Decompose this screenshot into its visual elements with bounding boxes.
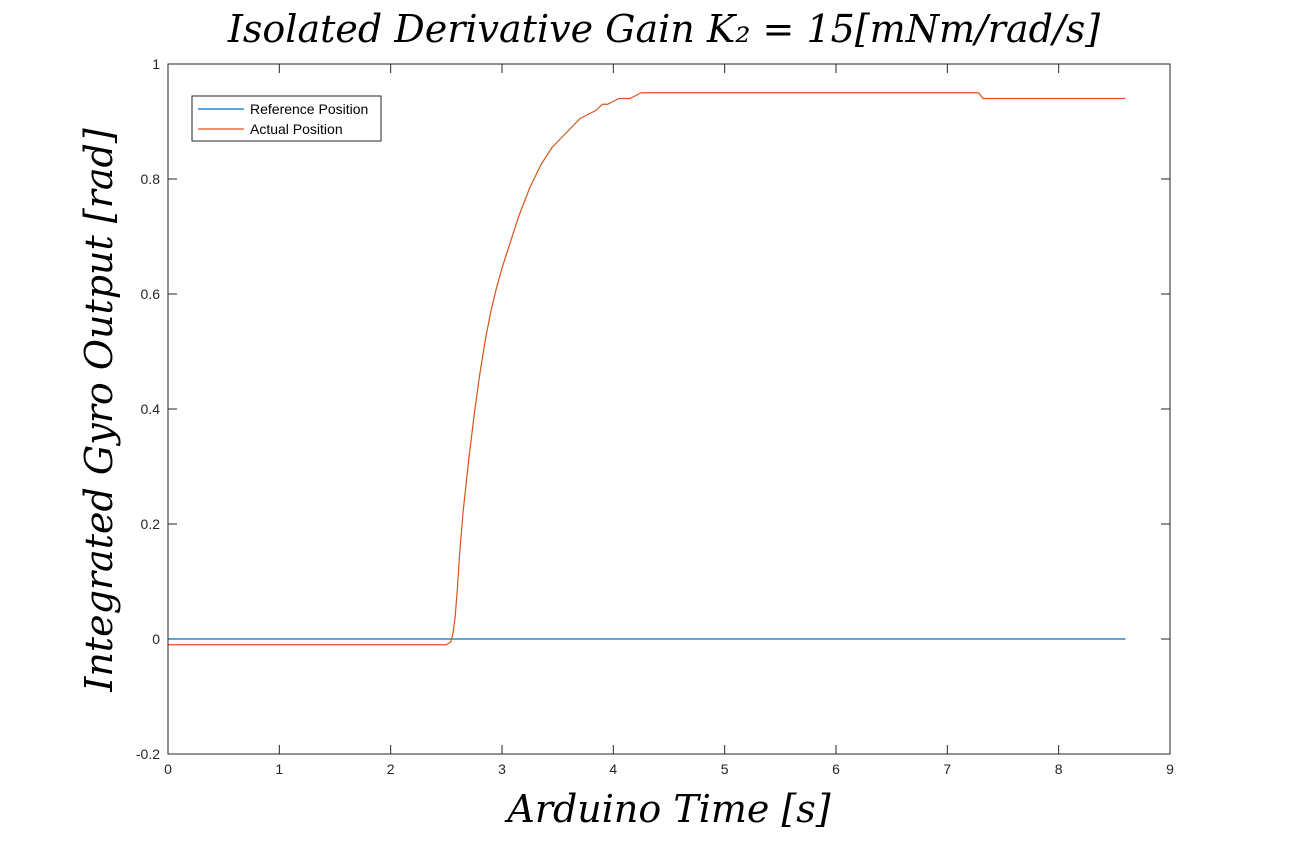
x-tick-label: 5: [721, 761, 729, 777]
legend-label: Actual Position: [250, 121, 343, 137]
chart-title: Isolated Derivative Gain K₂ = 15[mNm/rad…: [227, 7, 1100, 51]
y-tick-label: -0.2: [136, 746, 160, 762]
y-tick-label: 0.2: [141, 516, 161, 532]
y-tick-label: 0.6: [141, 286, 161, 302]
y-tick-label: 0: [152, 631, 160, 647]
plot-frame: [167, 63, 1171, 755]
legend: Reference Position Actual Position: [191, 95, 382, 142]
x-tick-label: 0: [164, 761, 172, 777]
series-layer: [168, 92, 1126, 646]
x-tick-label: 8: [1055, 761, 1063, 777]
x-tick-label: 9: [1166, 761, 1174, 777]
y-axis-label: Integrated Gyro Output [rad]: [77, 128, 121, 693]
x-tick-label: 2: [387, 761, 395, 777]
y-tick-label: 1: [152, 56, 160, 72]
x-axis-label: Arduino Time [s]: [504, 787, 830, 831]
x-tick-label: 1: [275, 761, 283, 777]
y-tick-label: 0.8: [141, 171, 161, 187]
legend-box: [191, 95, 382, 142]
y-tick-label: 0.4: [141, 401, 161, 417]
x-tick-label: 6: [832, 761, 840, 777]
legend-label: Reference Position: [250, 101, 368, 117]
x-tick-label: 3: [498, 761, 506, 777]
x-tick-label: 7: [943, 761, 951, 777]
x-tick-label: 4: [609, 761, 617, 777]
plot-area: [168, 64, 1170, 754]
series-line-actual-position: [168, 92, 1126, 646]
